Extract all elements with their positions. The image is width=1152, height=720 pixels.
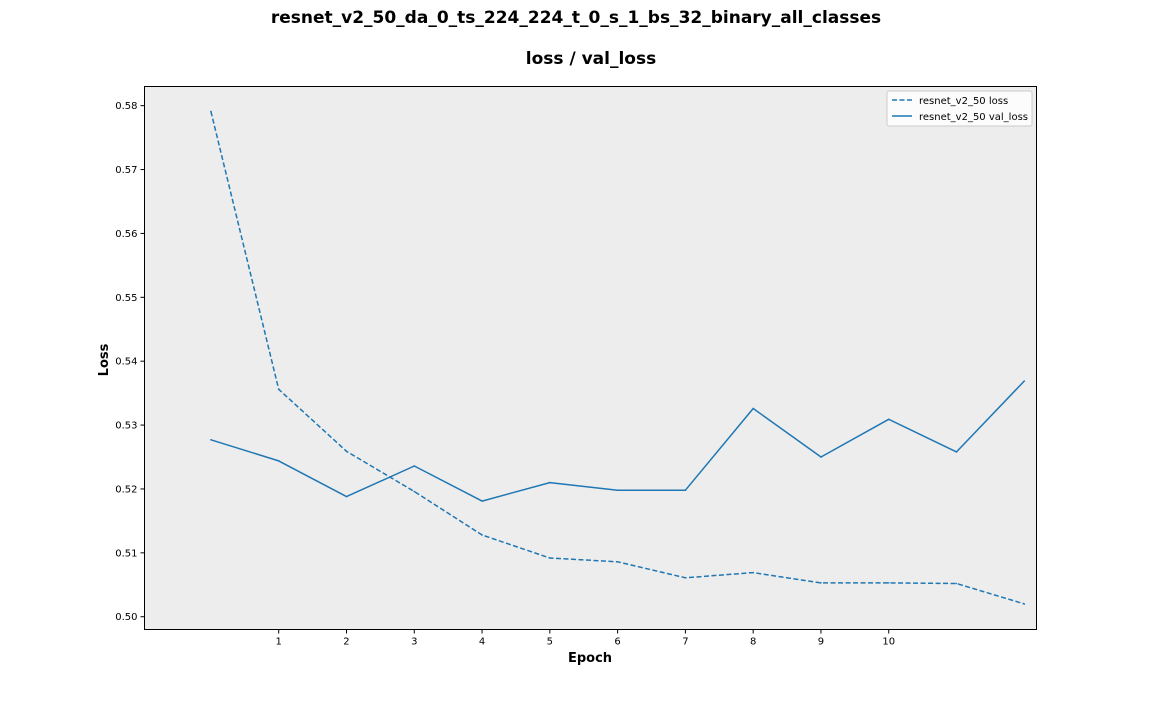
data-point (1023, 603, 1026, 605)
legend-box (886, 90, 1033, 127)
x-tick-label: 8 (750, 637, 756, 648)
data-point (481, 534, 483, 536)
chart-suptitle: resnet_v2_50_da_0_ts_224_224_t_0_s_1_bs_… (270, 8, 882, 28)
data-point (549, 557, 551, 559)
y-tick-label: 0.56 (115, 229, 137, 240)
x-tick-label: 2 (343, 637, 349, 648)
y-tick-label: 0.58 (115, 101, 137, 112)
x-tick-label: 10 (882, 637, 895, 648)
series-layer (210, 110, 1026, 605)
y-tick-label: 0.53 (115, 421, 137, 432)
data-point (413, 490, 416, 493)
data-point (481, 500, 483, 502)
y-tick-label: 0.50 (115, 612, 137, 623)
data-point (684, 489, 687, 492)
y-tick-label: 0.52 (115, 484, 137, 495)
data-point (820, 582, 822, 584)
x-tick-label: 7 (682, 637, 688, 648)
x-tick-label: 5 (547, 637, 553, 648)
x-axis-label: Epoch (568, 651, 612, 666)
data-point (345, 450, 348, 453)
data-point (210, 110, 212, 113)
legend: resnet_v2_50 loss resnet_v2_50 val_loss (886, 90, 1033, 127)
data-point (1023, 380, 1026, 382)
data-point (752, 571, 754, 574)
x-tick-label: 3 (411, 637, 417, 648)
data-point (887, 582, 890, 584)
x-tick-label: 9 (818, 637, 824, 648)
y-axis: 0.50 0.51 0.52 0.53 0.54 0.55 0.56 0.57 0.58 (115, 101, 145, 623)
y-tick-label: 0.54 (115, 357, 137, 368)
y-tick-label: 0.57 (115, 165, 137, 176)
data-point (684, 576, 687, 579)
y-axis-label: Loss (97, 343, 112, 376)
data-point (616, 560, 619, 563)
legend-label-val-loss: resnet_v2_50 val_loss (919, 112, 1028, 123)
y-tick-label: 0.51 (115, 548, 137, 559)
data-point (549, 481, 551, 484)
legend-label-loss: resnet_v2_50 loss (919, 96, 1008, 107)
data-point (887, 418, 890, 421)
data-point (210, 438, 212, 441)
x-axis: 1 2 3 4 5 6 7 8 9 10 (276, 629, 895, 648)
x-tick-label: 1 (276, 637, 282, 648)
data-point (277, 388, 280, 391)
data-point (955, 582, 958, 585)
chart-title: loss / val_loss (525, 49, 657, 69)
data-point (752, 407, 754, 410)
y-tick-label: 0.55 (115, 293, 137, 304)
data-point (413, 465, 416, 467)
x-tick-label: 4 (479, 637, 485, 648)
data-point (955, 451, 958, 453)
data-point (345, 495, 348, 498)
x-tick-label: 6 (614, 637, 620, 648)
data-point (277, 460, 280, 462)
data-point (616, 489, 619, 492)
plot-area (144, 86, 1037, 630)
data-point (820, 456, 822, 458)
